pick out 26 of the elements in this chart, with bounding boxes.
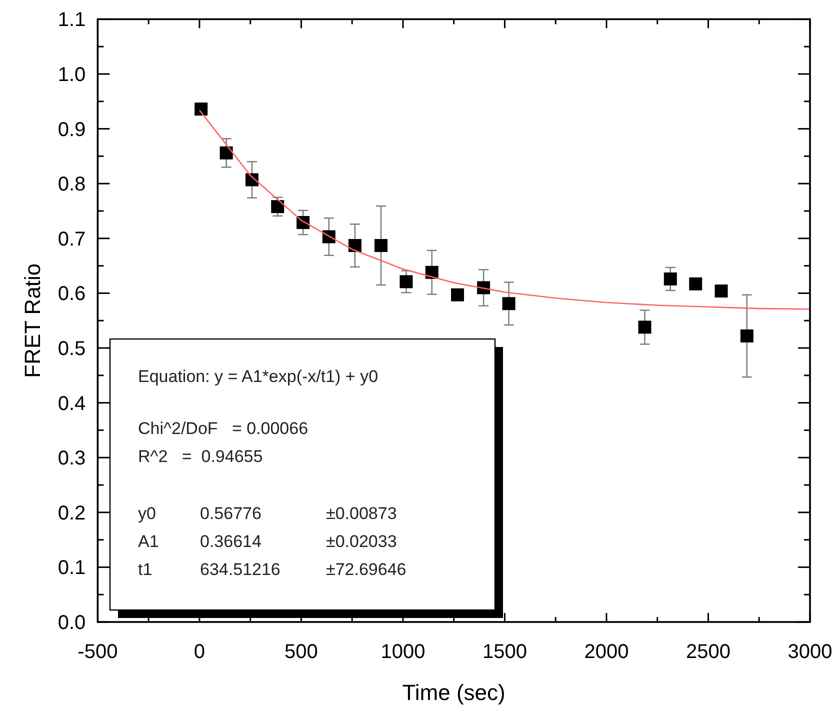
annotation: Chi^2/DoF = 0.00066 <box>138 419 308 438</box>
y-tick-label: 0.3 <box>58 448 86 470</box>
annotation: R^2 = 0.94655 <box>138 447 263 466</box>
x-axis-title: Time (sec) <box>402 680 506 705</box>
y-axis-title: FRET Ratio <box>20 263 45 378</box>
x-tick-label: 1500 <box>482 641 527 663</box>
stats-panel: Equation: y = A1*exp(-x/t1) + y0 Chi^2/DoF = 0.00066 R^2 = 0.94655 y0 0.56776 ±0.00873 A1 0.36614 ±0.02033 t1 634.51216 ±72.69646 <box>109 338 503 618</box>
y-tick-label: 0.7 <box>58 228 86 250</box>
y-tick-label: 0.5 <box>58 338 86 360</box>
y-tick-label: 0.4 <box>58 392 86 415</box>
x-tick-label: 2500 <box>686 641 730 663</box>
y-tick-label: 1.0 <box>58 64 86 86</box>
x-tick-label: 3000 <box>788 641 832 663</box>
x-tick-label: 500 <box>284 641 318 663</box>
x-tick-label: 1000 <box>380 641 426 663</box>
x-tick-label: -500 <box>78 641 118 663</box>
y-tick-label: 0.1 <box>58 557 86 580</box>
y-tick-label: 0.0 <box>58 612 86 634</box>
annotation: Equation: y = A1*exp(-x/t1) + y0 <box>138 367 378 386</box>
y-tick-label: 0.2 <box>58 502 86 524</box>
x-tick-label: 0 <box>194 641 206 663</box>
x-tick-label: 2000 <box>584 641 629 663</box>
y-tick-label: 1.1 <box>58 9 86 32</box>
y-tick-label: 0.6 <box>58 283 86 306</box>
y-tick-label: 0.8 <box>58 174 86 196</box>
y-tick-label: 0.9 <box>58 118 86 141</box>
